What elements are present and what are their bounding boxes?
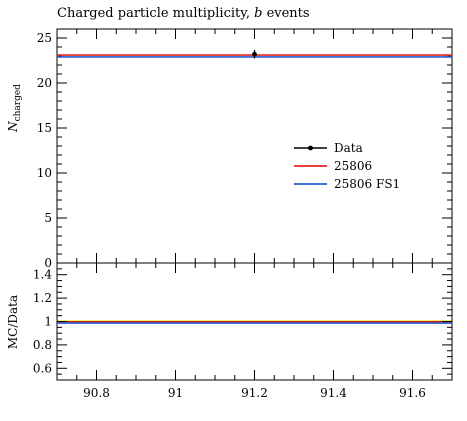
x-tick-label: 90.8 — [83, 386, 110, 400]
y-tick-label: 15 — [37, 121, 52, 135]
ratio-plot: 0.6 0.8 1 1.2 1.4 90.8 91 91.2 91.4 91.6 — [33, 262, 453, 400]
legend-marker — [308, 145, 313, 151]
y-tick-label: 25 — [37, 31, 52, 45]
legend: Data 25806 25806 FS1 — [294, 141, 400, 191]
x-tick-label: 91 — [168, 386, 183, 400]
x-tick-label: 91.2 — [241, 386, 268, 400]
y-tick-label: 0 — [44, 256, 52, 270]
ratio-y-tick-label: 0.8 — [33, 338, 52, 352]
legend-entry: Data — [334, 141, 363, 155]
main-plot: 0 5 10 15 20 25 — [37, 28, 453, 270]
y-tick-label: 5 — [44, 211, 52, 225]
y-tick-label: 20 — [37, 76, 52, 90]
ratio-y-tick-label: 1 — [44, 315, 52, 329]
x-tick-label: 91.6 — [399, 386, 426, 400]
y-axis-label-ratio: MC/Data — [6, 295, 20, 349]
data-point — [252, 51, 257, 57]
ratio-y-tick-label: 1.2 — [33, 291, 52, 305]
y-tick-label: 10 — [37, 166, 52, 180]
legend-entry: 25806 — [334, 159, 372, 173]
y-axis-label-main: Ncharged — [6, 84, 23, 133]
legend-entry: 25806 FS1 — [334, 177, 400, 191]
ratio-y-tick-label: 1.4 — [33, 268, 52, 282]
chart-title: Charged particle multiplicity, b events — [57, 6, 310, 21]
main-plot-frame — [56, 28, 453, 264]
x-tick-label: 91.4 — [320, 386, 347, 400]
ratio-y-tick-label: 0.6 — [33, 361, 52, 375]
